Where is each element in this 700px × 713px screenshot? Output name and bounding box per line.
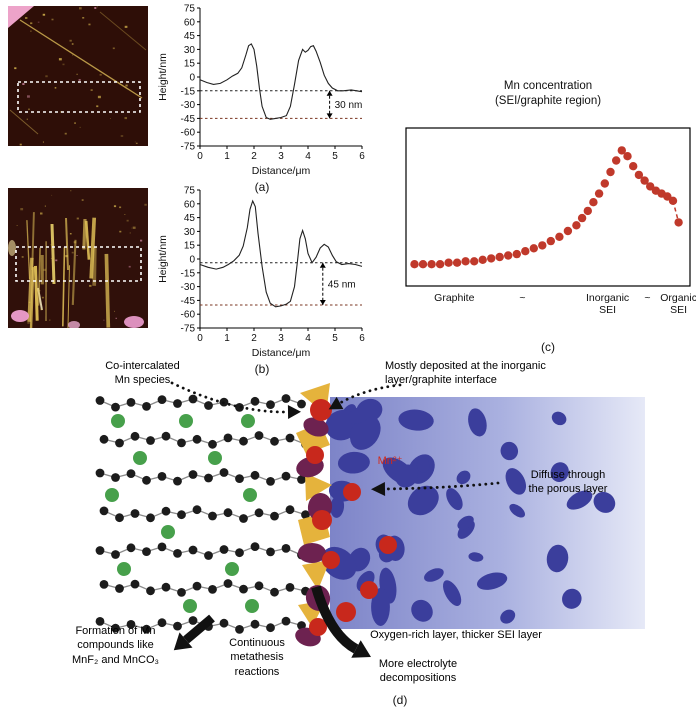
svg-text:45 nm: 45 nm <box>328 279 356 290</box>
svg-text:60: 60 <box>184 17 196 28</box>
svg-text:Distance/μm: Distance/μm <box>252 165 311 177</box>
svg-text:2: 2 <box>251 151 257 162</box>
svg-text:-60: -60 <box>181 128 196 139</box>
svg-text:1: 1 <box>224 333 230 344</box>
svg-text:Organic: Organic <box>660 292 696 304</box>
svg-text:3: 3 <box>278 333 284 344</box>
svg-text:-75: -75 <box>181 324 196 335</box>
svg-text:Inorganic: Inorganic <box>586 292 629 304</box>
label-diffuse: Diffuse through the porous layer <box>528 469 608 496</box>
afm-a-background <box>8 6 148 146</box>
svg-text:5: 5 <box>332 333 338 344</box>
svg-text:0: 0 <box>197 151 203 162</box>
svg-text:-45: -45 <box>181 114 196 125</box>
svg-text:-30: -30 <box>181 282 196 293</box>
panel-b-label: (b) <box>254 362 270 376</box>
svg-text:30 nm: 30 nm <box>335 100 363 111</box>
svg-text:45: 45 <box>184 31 196 42</box>
svg-text:Height/nm: Height/nm <box>157 53 169 101</box>
panel-c-label: (c) <box>541 340 555 354</box>
svg-text:~: ~ <box>644 292 650 304</box>
svg-text:0: 0 <box>197 333 203 344</box>
diagram-graphics <box>95 381 645 658</box>
svg-text:5: 5 <box>332 151 338 162</box>
label-oxygen-rich: Oxygen-rich layer, thicker SEI layer <box>370 629 542 641</box>
svg-text:0: 0 <box>189 255 195 266</box>
chart-c-subtitle: (SEI/graphite region) <box>494 95 602 107</box>
svg-text:-15: -15 <box>181 86 196 97</box>
svg-text:-45: -45 <box>181 296 196 307</box>
svg-text:45: 45 <box>184 213 196 224</box>
svg-text:-15: -15 <box>181 268 196 279</box>
panel-a: 75 60 45 30 15 0 -15 -30 -45 -60 -75 0 1 2 3 4 5 6 30 nm He… <box>156 2 368 200</box>
svg-text:1: 1 <box>224 151 230 162</box>
svg-text:~: ~ <box>519 292 525 304</box>
afm-a-bright-corner <box>8 6 34 28</box>
panel-d-label: (d) <box>392 693 408 707</box>
svg-text:-60: -60 <box>181 310 196 321</box>
svg-text:SEI: SEI <box>599 304 616 316</box>
svg-text:6: 6 <box>359 151 365 162</box>
panel-c: Mn concentration (SEI/graphite region) G… <box>400 78 696 360</box>
svg-text:75: 75 <box>184 4 196 15</box>
label-formation: Formation of Mn compounds like MnF₂ and … <box>72 625 159 666</box>
label-metathesis: Continuous metathesis reactions <box>229 637 285 678</box>
afm-b-measurement-box <box>15 246 142 282</box>
afm-image-b <box>8 188 148 328</box>
svg-text:4: 4 <box>305 151 311 162</box>
svg-text:Distance/μm: Distance/μm <box>252 347 311 359</box>
label-deposited: Mostly deposited at the inorganic layer/… <box>385 360 546 387</box>
svg-text:60: 60 <box>184 199 196 210</box>
svg-text:-75: -75 <box>181 142 196 153</box>
svg-text:6: 6 <box>359 333 365 344</box>
svg-text:30: 30 <box>184 45 196 56</box>
svg-text:3: 3 <box>278 151 284 162</box>
svg-text:30: 30 <box>184 227 196 238</box>
svg-text:2: 2 <box>251 333 257 344</box>
afm-image-a <box>8 6 148 146</box>
panel-d: Co-intercalated Mn species Mostly deposi… <box>0 355 700 713</box>
label-mn-ion: Mn²⁺ <box>377 455 403 467</box>
svg-text:Graphite: Graphite <box>434 292 474 304</box>
svg-text:0: 0 <box>189 73 195 84</box>
svg-text:75: 75 <box>184 186 196 197</box>
chart-c-title: Mn concentration <box>503 80 593 92</box>
afm-a-measurement-box <box>17 81 141 113</box>
panel-a-label: (a) <box>254 180 270 194</box>
panel-b: 75 60 45 30 15 0 -15 -30 -45 -60 -75 0 1 2 3 4 5 6 45 nm He… <box>156 184 368 382</box>
label-co-intercalated: Co-intercalated Mn species <box>105 360 180 387</box>
afm-b-texture <box>8 190 147 328</box>
svg-text:SEI: SEI <box>670 304 687 316</box>
svg-text:4: 4 <box>305 333 311 344</box>
svg-text:15: 15 <box>184 59 196 70</box>
svg-text:Height/nm: Height/nm <box>157 235 169 283</box>
mechanism-diagram <box>95 381 645 658</box>
svg-text:-30: -30 <box>181 100 196 111</box>
svg-text:15: 15 <box>184 241 196 252</box>
label-electrolyte: More electrolyte decompositions <box>378 658 458 685</box>
